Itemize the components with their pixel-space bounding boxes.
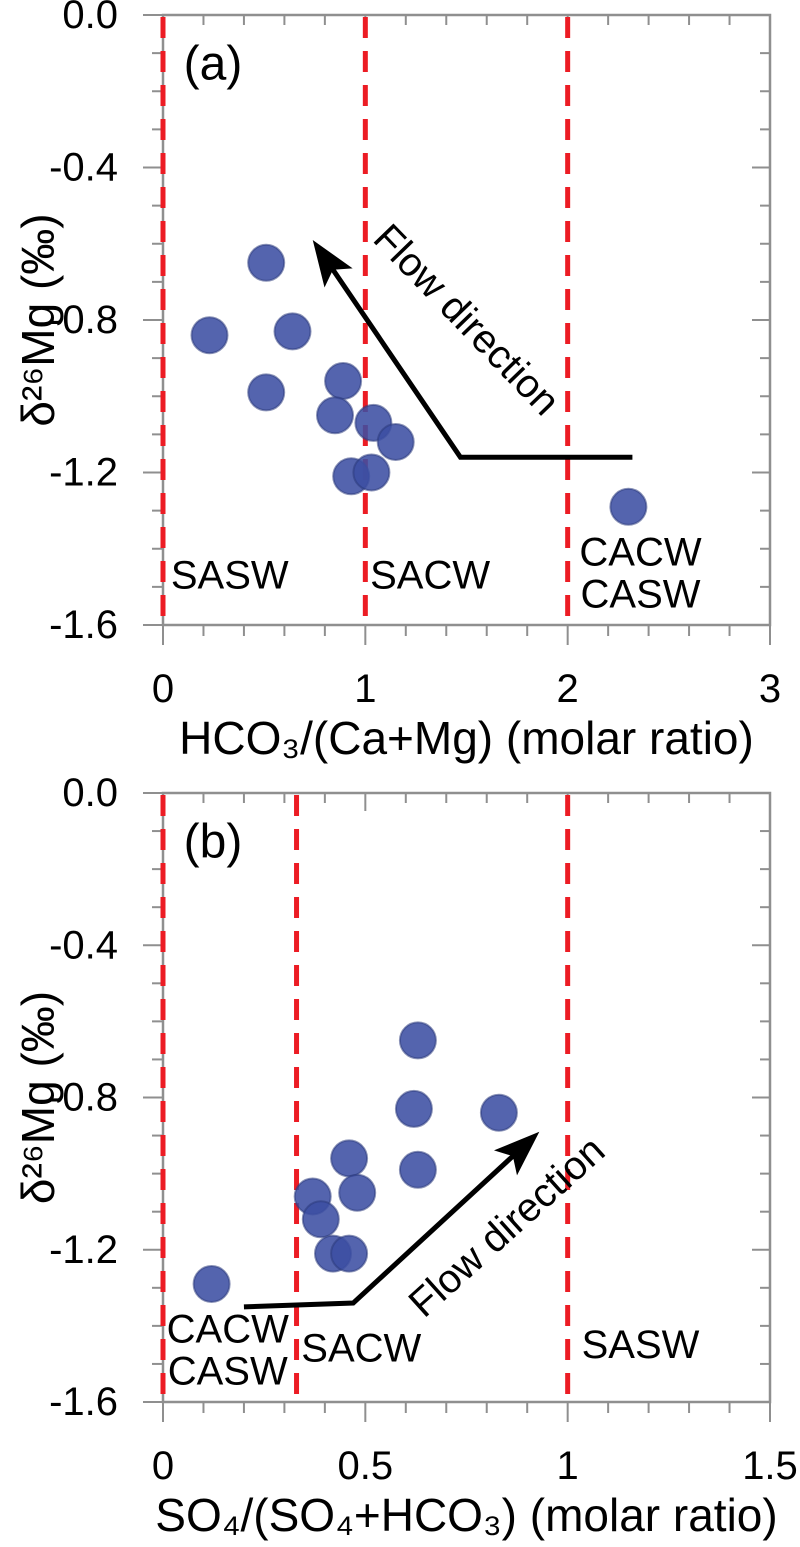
y-tick-label: -0.4 [49, 923, 118, 967]
data-point-a-10 [609, 487, 648, 526]
x-tick-label: 1 [557, 1444, 579, 1488]
region-label-b-casw: CASW [168, 1350, 288, 1394]
x-axis-title-a: HCO₃/(Ca+Mg) (molar ratio) [179, 712, 754, 764]
region-label-a-sacw: SACW [370, 553, 490, 597]
x-tick-label: 2 [557, 667, 579, 711]
data-point-a-4 [324, 362, 363, 400]
plot-frame-a [161, 13, 772, 627]
region-label-a-cacw: CACW [579, 531, 701, 575]
region-label-a-casw: CASW [581, 573, 701, 617]
panel-b: 0 0.5 1 1.5 0.0 -0.4 -0.8 -1.2 -1.6 SO₄/(SO₄+HCO₃… [12, 771, 798, 1541]
y-tick-label: 0.0 [62, 771, 118, 815]
y-tick-label: -1.2 [49, 451, 118, 495]
x-tick-label: 3 [759, 667, 781, 711]
data-points-b [192, 1021, 518, 1303]
data-point-a-7 [376, 423, 415, 461]
x-tick-label: 1 [354, 667, 376, 711]
panel-label-b: (b) [184, 816, 243, 869]
flow-arrow-shaft-b [243, 1150, 519, 1310]
data-point-b-4 [398, 1150, 437, 1189]
x-tick-label: 1.5 [742, 1444, 798, 1488]
y-tick-label: -1.2 [49, 1228, 118, 1272]
data-point-b-10 [192, 1265, 231, 1303]
y-tick-label: -0.4 [49, 146, 118, 190]
data-point-a-0 [247, 243, 286, 282]
y-tick-label: -1.6 [49, 1380, 118, 1424]
data-point-b-9 [330, 1234, 369, 1273]
region-label-b-cacw: CACW [167, 1308, 289, 1352]
y-tick-label: 0.0 [62, 0, 118, 37]
region-label-b-sacw: SACW [301, 1327, 421, 1371]
panel-label-a: (a) [184, 38, 243, 91]
data-point-a-5 [316, 396, 354, 435]
data-points-a [190, 243, 648, 526]
data-point-b-3 [330, 1139, 369, 1178]
y-axis-title-b: δ²⁶Mg (‰) [12, 991, 64, 1204]
flow-arrow-head-b [493, 1131, 540, 1176]
data-point-b-5 [338, 1173, 377, 1212]
flow-arrow-shaft-a [327, 263, 633, 460]
data-point-a-1 [190, 316, 229, 355]
x-tick-label: 0.5 [338, 1444, 394, 1488]
data-point-b-7 [301, 1200, 340, 1239]
data-point-b-1 [394, 1089, 433, 1128]
x-tick-label: 0 [152, 1444, 174, 1488]
region-label-b-sasw: SASW [582, 1323, 700, 1367]
flow-arrow-head-a [312, 239, 353, 288]
data-point-a-2 [273, 312, 312, 351]
data-point-a-9 [352, 453, 391, 492]
data-point-a-3 [247, 373, 286, 412]
y-axis-title-a: δ²⁶Mg (‰) [12, 213, 64, 426]
plot-frame-b [161, 791, 772, 1404]
y-tick-label: -0.8 [49, 1076, 118, 1120]
data-point-b-0 [398, 1021, 437, 1060]
x-tick-label: 0 [152, 667, 174, 711]
region-label-a-sasw: SASW [171, 553, 289, 597]
y-tick-label: -1.6 [49, 603, 118, 647]
data-point-b-2 [479, 1093, 518, 1132]
x-axis-title-b: SO₄/(SO₄+HCO₃) (molar ratio) [155, 1489, 777, 1541]
y-tick-label: -0.8 [49, 298, 118, 342]
